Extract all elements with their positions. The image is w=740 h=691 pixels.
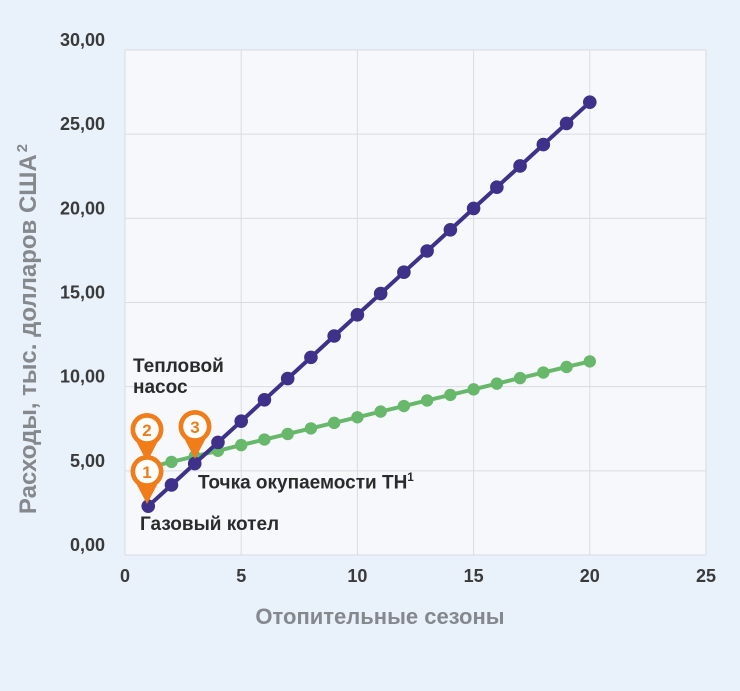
data-point-gas-boiler: [304, 350, 318, 365]
data-point-gas-boiler: [397, 265, 411, 280]
data-point-heat-pump: [281, 427, 294, 441]
data-point-heat-pump: [467, 383, 480, 396]
data-point-heat-pump: [513, 371, 527, 385]
pin-tail: [136, 483, 158, 504]
x-tick-label: 20: [580, 566, 600, 586]
data-point-heat-pump: [397, 399, 411, 413]
pin-number: 3: [190, 418, 199, 437]
data-point-gas-boiler: [187, 456, 202, 471]
data-point-heat-pump: [258, 433, 271, 446]
data-point-heat-pump: [304, 422, 318, 435]
data-point-gas-boiler: [513, 159, 527, 173]
data-point-heat-pump: [490, 377, 504, 390]
data-point-gas-boiler: [583, 95, 597, 109]
data-point-gas-boiler: [211, 435, 225, 450]
data-point-gas-boiler: [327, 329, 341, 343]
y-axis-title-superscript: 2: [15, 143, 31, 153]
data-point-gas-boiler: [257, 392, 272, 407]
data-point-gas-boiler: [420, 244, 434, 258]
data-point-heat-pump: [420, 394, 434, 407]
data-point-gas-boiler: [141, 499, 156, 513]
map-pin-icon-1: 1: [130, 455, 164, 504]
data-point-gas-boiler: [466, 201, 481, 216]
data-point-heat-pump: [327, 416, 341, 430]
pin-face: [135, 417, 159, 442]
data-point-heat-pump: [374, 405, 387, 418]
payback-point-label: Точка окупаемости ТН1: [198, 467, 414, 493]
data-point-gas-boiler: [559, 116, 574, 131]
data-point-gas-boiler: [164, 478, 179, 492]
y-axis-title: Расходы, тыс. долларов США 2: [15, 99, 45, 559]
pin-number: 1: [142, 463, 151, 482]
heat-pump-label: Тепловой насос: [133, 356, 224, 398]
data-point-gas-boiler: [443, 222, 458, 237]
data-point-gas-boiler: [350, 307, 365, 322]
data-point-heat-pump: [444, 388, 457, 402]
y-tick-label: 25,00: [60, 114, 105, 134]
pin-face: [183, 414, 207, 439]
data-point-gas-boiler: [280, 371, 295, 386]
x-tick-label: 25: [696, 566, 716, 586]
x-tick-label: 0: [120, 566, 130, 586]
data-point-gas-boiler: [490, 180, 504, 194]
payback-point-label-superscript: 1: [407, 471, 414, 484]
map-pin-icon-2: 2: [130, 413, 164, 462]
y-tick-label: 20,00: [60, 198, 105, 218]
y-axis-title-text: Расходы, тыс. долларов США: [15, 154, 42, 515]
y-tick-label: 30,00: [60, 30, 105, 50]
map-pin-icon-3: 3: [178, 410, 212, 459]
x-tick-label: 5: [236, 566, 246, 586]
data-point-heat-pump: [235, 438, 248, 452]
data-point-heat-pump: [537, 366, 550, 379]
data-point-heat-pump: [560, 360, 573, 374]
payback-point-label-text: Точка окупаемости ТН: [198, 472, 408, 494]
gas-boiler-label: Газовый котел: [140, 514, 280, 535]
data-point-heat-pump: [351, 411, 364, 424]
y-tick-label: 5,00: [70, 451, 105, 471]
x-tick-label: 10: [347, 566, 367, 586]
pin-tail: [136, 441, 158, 462]
data-point-heat-pump: [165, 455, 178, 469]
x-axis-title: Отопительные сезоны: [255, 604, 505, 629]
data-point-gas-boiler: [536, 137, 551, 152]
pin-number: 2: [142, 421, 151, 440]
pin-face: [135, 459, 159, 484]
x-tick-label: 15: [464, 566, 484, 586]
pin-tail: [184, 438, 206, 459]
data-point-gas-boiler: [373, 286, 388, 301]
data-point-gas-boiler: [234, 414, 248, 428]
y-tick-label: 0,00: [70, 535, 105, 555]
data-point-heat-pump: [583, 355, 596, 368]
y-tick-label: 15,00: [60, 283, 105, 303]
y-tick-label: 10,00: [60, 367, 105, 387]
